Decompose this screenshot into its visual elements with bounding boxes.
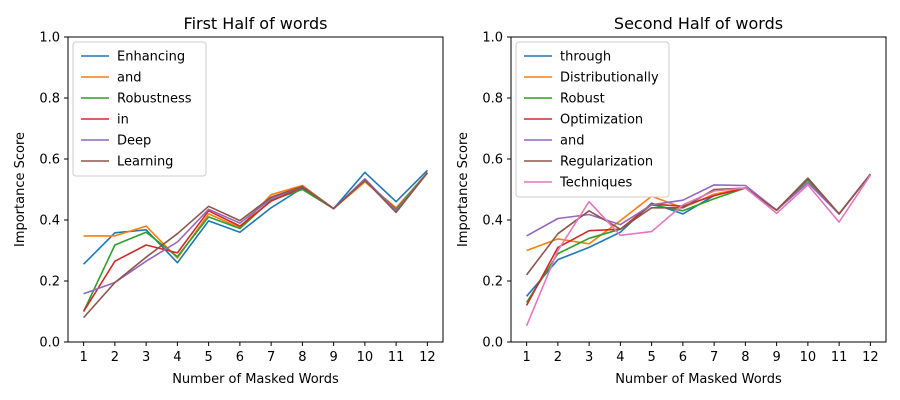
legend-entry: Enhancing (117, 50, 185, 65)
x-tick-label: 1 (79, 350, 87, 365)
series-line-3 (525, 173, 872, 303)
x-tick-label: 6 (679, 350, 687, 365)
legend: through Distributionally Robust Optimizatio… (515, 41, 670, 198)
legend-box (72, 41, 207, 177)
x-tick-label: 10 (357, 350, 374, 365)
legend-entry: Robust (560, 92, 605, 107)
x-tick-label: 10 (800, 350, 817, 365)
x-tick-label: 3 (142, 350, 150, 365)
chart-title: Second Half of words (614, 14, 783, 33)
y-axis-label: Importance Score (13, 132, 28, 247)
y-axis-label: Importance Score (456, 132, 471, 247)
x-tick-label: 5 (204, 350, 212, 365)
y-tick-label: 0.8 (482, 92, 503, 107)
x-tick-label: 7 (267, 350, 275, 365)
x-tick-label: 11 (388, 350, 405, 365)
x-tick-label: 8 (741, 350, 749, 365)
x-tick-label: 5 (647, 350, 655, 365)
legend-entry: Regularization (560, 155, 653, 170)
y-tick-label: 0.6 (39, 153, 60, 168)
legend-entry: in (117, 113, 129, 128)
series-line-4 (82, 172, 429, 312)
y-tick-label: 0.4 (39, 214, 60, 229)
y-tick-label: 0.0 (482, 336, 503, 351)
x-tick-label: 9 (772, 350, 780, 365)
series-line-5 (83, 172, 429, 295)
plot-frame (67, 36, 444, 343)
chart-title: First Half of words (184, 14, 328, 33)
x-tick-label: 8 (298, 350, 306, 365)
y-tick-label: 0.2 (39, 275, 60, 290)
series-line-3 (82, 172, 429, 312)
legend-entry: Deep (117, 134, 151, 149)
x-axis-label: Number of Masked Words (615, 372, 782, 387)
plot-frame (510, 36, 887, 343)
legend-entry: and (117, 71, 141, 86)
x-tick-label: 12 (419, 350, 436, 365)
y-tick-label: 1.0 (482, 31, 503, 46)
y-tick-label: 0.2 (482, 275, 503, 290)
x-tick-label: 7 (710, 350, 718, 365)
x-tick-label: 9 (329, 350, 337, 365)
legend-entry: and (560, 134, 584, 149)
legend: Enhancing and Robustness in Deep Learning (72, 41, 207, 177)
series-line-7 (525, 174, 872, 327)
legend-entry: Techniques (559, 176, 632, 191)
y-tick-label: 1.0 (39, 31, 60, 46)
x-tick-label: 4 (173, 350, 181, 365)
legend-entry: Learning (117, 155, 173, 170)
x-axis-label: Number of Masked Words (172, 372, 339, 387)
x-tick-label: 11 (831, 350, 848, 365)
series-line-6 (83, 172, 429, 319)
legend-entry: Optimization (560, 113, 643, 128)
x-tick-label: 4 (616, 350, 624, 365)
series-line-1 (83, 169, 428, 265)
x-tick-label: 2 (554, 350, 562, 365)
x-tick-label: 1 (522, 350, 530, 365)
x-tick-label: 12 (862, 350, 879, 365)
legend-entry: Robustness (117, 92, 192, 107)
x-tick-label: 6 (236, 350, 244, 365)
x-tick-label: 2 (111, 350, 119, 365)
x-tick-label: 3 (585, 350, 593, 365)
legend-entry: Distributionally (560, 71, 659, 86)
y-tick-label: 0.0 (39, 336, 60, 351)
legend-entry: through (560, 50, 611, 65)
y-tick-label: 0.4 (482, 214, 503, 229)
y-tick-label: 0.6 (482, 153, 503, 168)
y-tick-label: 0.8 (39, 92, 60, 107)
legend-box (515, 41, 670, 198)
